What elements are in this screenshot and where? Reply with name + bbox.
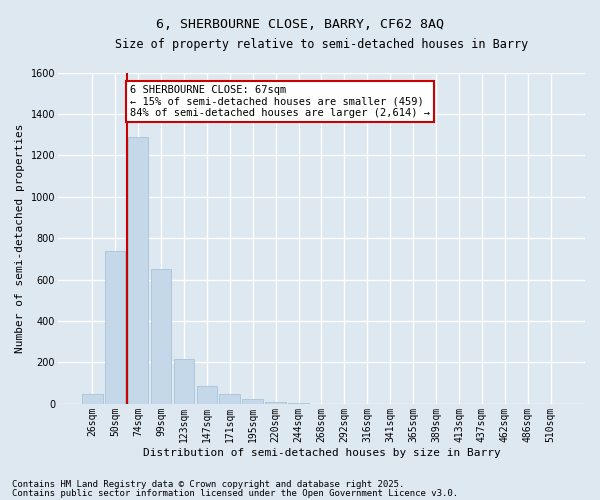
Bar	[105, 250, 125, 404]
Text: 6, SHERBOURNE CLOSE, BARRY, CF62 8AQ: 6, SHERBOURNE CLOSE, BARRY, CF62 8AQ	[156, 18, 444, 30]
Bar	[151, 270, 172, 404]
Text: Contains public sector information licensed under the Open Government Licence v3: Contains public sector information licen…	[12, 489, 458, 498]
Text: 6 SHERBOURNE CLOSE: 67sqm
← 15% of semi-detached houses are smaller (459)
84% of: 6 SHERBOURNE CLOSE: 67sqm ← 15% of semi-…	[130, 85, 430, 118]
Bar	[242, 398, 263, 404]
Text: Contains HM Land Registry data © Crown copyright and database right 2025.: Contains HM Land Registry data © Crown c…	[12, 480, 404, 489]
X-axis label: Distribution of semi-detached houses by size in Barry: Distribution of semi-detached houses by …	[143, 448, 500, 458]
Bar	[288, 403, 309, 404]
Bar	[220, 394, 240, 404]
Bar	[197, 386, 217, 404]
Bar	[82, 394, 103, 404]
Bar	[128, 136, 148, 404]
Bar	[173, 360, 194, 404]
Y-axis label: Number of semi-detached properties: Number of semi-detached properties	[15, 124, 25, 353]
Title: Size of property relative to semi-detached houses in Barry: Size of property relative to semi-detach…	[115, 38, 528, 51]
Bar	[265, 402, 286, 404]
